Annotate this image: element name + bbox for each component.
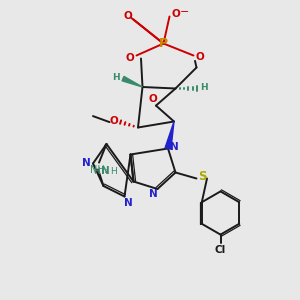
Text: P: P bbox=[159, 37, 168, 50]
Text: Cl: Cl bbox=[215, 244, 226, 255]
Text: N: N bbox=[100, 166, 109, 176]
Text: O: O bbox=[109, 116, 118, 126]
Text: H: H bbox=[200, 83, 208, 92]
Text: −: − bbox=[180, 7, 189, 17]
Text: O: O bbox=[172, 9, 181, 19]
Text: NH₂: NH₂ bbox=[90, 165, 108, 176]
Text: N: N bbox=[170, 142, 179, 152]
Text: S: S bbox=[198, 169, 206, 183]
Polygon shape bbox=[165, 122, 174, 149]
Text: O: O bbox=[148, 94, 158, 104]
Text: N: N bbox=[124, 197, 133, 208]
Text: O: O bbox=[124, 11, 133, 21]
Text: O: O bbox=[196, 52, 205, 62]
Text: N: N bbox=[148, 189, 158, 200]
Text: H: H bbox=[94, 167, 100, 176]
Polygon shape bbox=[122, 76, 142, 87]
Text: H: H bbox=[110, 167, 116, 176]
Text: O: O bbox=[125, 53, 134, 63]
Text: N: N bbox=[82, 158, 91, 168]
Text: H: H bbox=[112, 73, 120, 82]
